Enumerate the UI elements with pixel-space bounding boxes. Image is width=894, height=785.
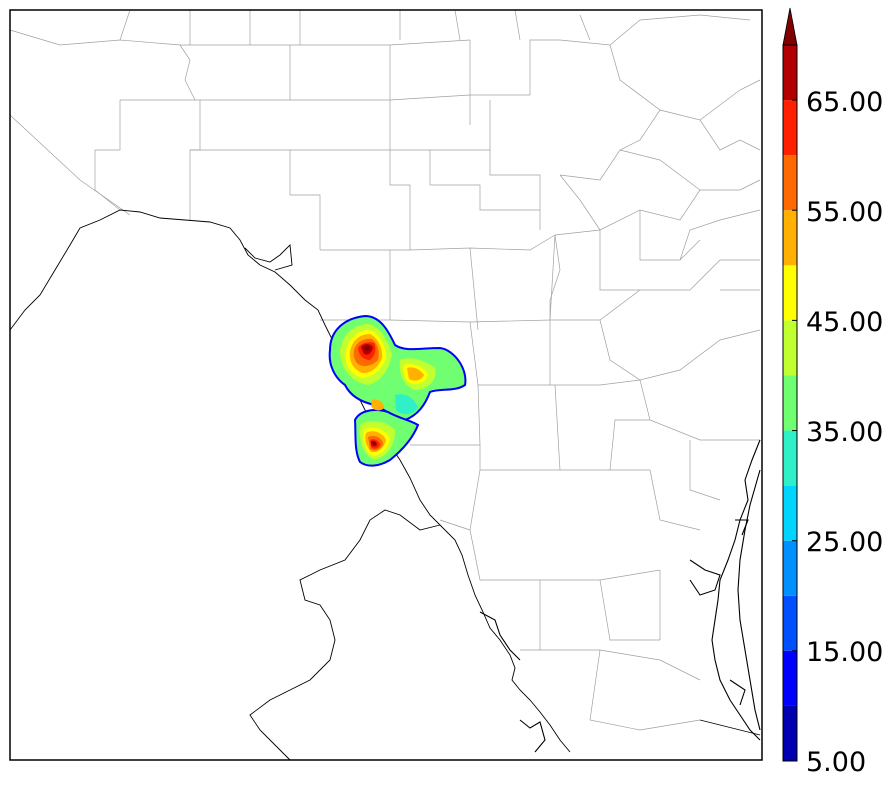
colorbar-bin bbox=[783, 485, 797, 541]
county-boundaries bbox=[9, 9, 761, 731]
colorbar-bin bbox=[783, 430, 797, 486]
colorbar-bin bbox=[783, 540, 797, 596]
coastline bbox=[479, 439, 761, 753]
colorbar-tick-label: 65.00 bbox=[806, 87, 883, 118]
colorbar-tick-label: 45.00 bbox=[806, 307, 883, 338]
precip-field bbox=[328, 314, 467, 467]
colorbar-tick-label: 35.00 bbox=[806, 417, 883, 448]
colorbar-bin bbox=[783, 100, 797, 156]
colorbar-bin bbox=[783, 320, 797, 376]
colorbar-bin bbox=[783, 650, 797, 706]
colorbar-tick-label: 5.00 bbox=[806, 747, 866, 778]
colorbar-bins bbox=[783, 45, 797, 761]
colorbar-bin bbox=[783, 705, 797, 761]
map-panel bbox=[9, 9, 763, 761]
colorbar-bin bbox=[783, 265, 797, 321]
colorbar-bin bbox=[783, 595, 797, 651]
colorbar-extension-arrow bbox=[782, 7, 798, 46]
colorbar: 5.00 15.00 25.00 35.00 45.00 55.00 65.00 bbox=[782, 7, 883, 778]
colorbar-bin bbox=[783, 375, 797, 431]
colorbar-bin bbox=[783, 45, 797, 101]
colorbar-tick-label: 15.00 bbox=[806, 637, 883, 668]
colorbar-tick-label: 55.00 bbox=[806, 197, 883, 228]
colorbar-bin bbox=[783, 210, 797, 266]
colorbar-ticks bbox=[792, 99, 797, 762]
colorbar-bin bbox=[783, 155, 797, 211]
colorbar-frame bbox=[782, 44, 798, 762]
map-frame bbox=[9, 9, 763, 761]
colorbar-tick-label: 25.00 bbox=[806, 527, 883, 558]
